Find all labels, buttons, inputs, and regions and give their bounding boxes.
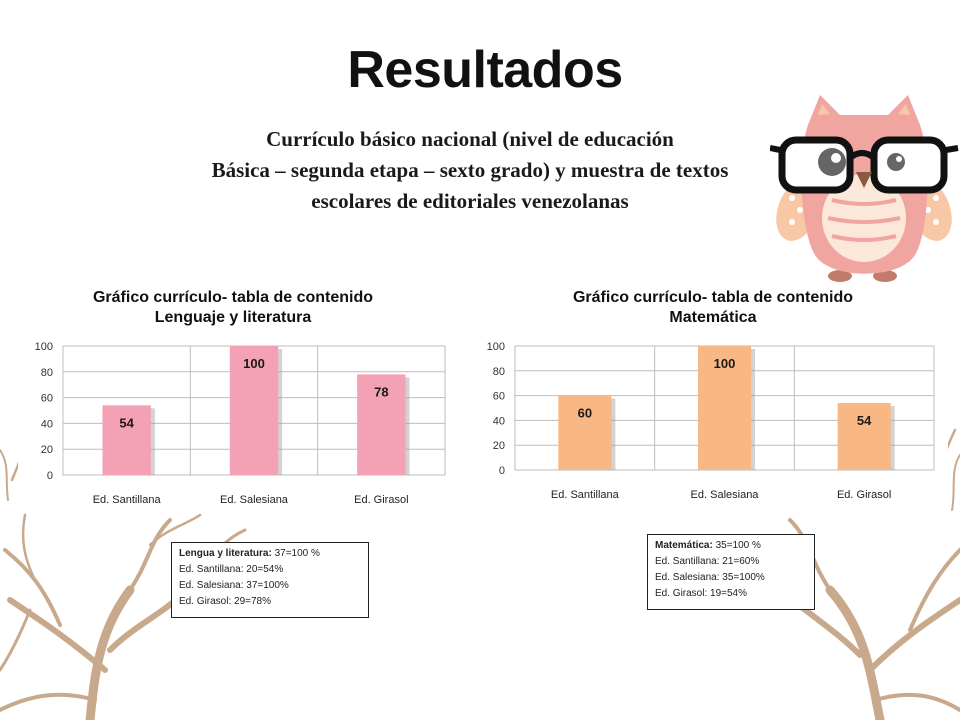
subtitle-line: Currículo básico nacional (nivel de educ…: [266, 127, 674, 151]
owl-with-glasses-icon: [770, 95, 959, 282]
data-label: 54: [119, 415, 134, 430]
slide-title: Resultados: [347, 41, 623, 99]
y-tick-label: 20: [493, 440, 505, 452]
note-heading-value: 35=100 %: [712, 540, 761, 551]
y-tick-label: 60: [493, 391, 505, 403]
chart-title-line: Matemática: [669, 309, 757, 326]
category-label: Ed. Salesiana: [220, 494, 289, 506]
y-tick-label: 40: [493, 415, 505, 427]
chart-title: Gráfico currículo- tabla de contenido Le…: [18, 288, 448, 328]
chart-title-line: Gráfico currículo- tabla de contenido: [92, 289, 374, 306]
note-heading-label: Lengua y literatura:: [179, 548, 272, 559]
bar: [102, 405, 151, 475]
bar: [837, 403, 891, 470]
bar: [558, 395, 612, 470]
chart-lenguaje-plot: 0 20 40 60 80 100 54 Ed. Santillana 100 Ed. Sales…: [35, 341, 446, 506]
chart-title-line: Gráfico currículo- tabla de contenido: [572, 289, 854, 306]
category-label: Ed. Salesiana: [691, 489, 760, 501]
chart-lenguaje: 0 20 40 60 80 100 54 Ed. Santillana 100 Ed. Sales…: [18, 282, 448, 512]
y-tick-label: 80: [41, 367, 53, 379]
note-lenguaje: Lengua y literatura: 37=100 % Ed. Santil…: [171, 542, 369, 618]
note-matematica: Matemática: 35=100 % Ed. Santillana: 21=…: [647, 534, 815, 610]
note-line: Ed. Salesiana: 35=100%: [655, 572, 765, 583]
bar: [229, 346, 279, 475]
y-tick-label: 100: [35, 341, 53, 353]
note-line: Ed. Santillana: 21=60%: [655, 556, 760, 567]
note-heading: Matemática: 35=100 %: [655, 538, 807, 554]
chart-title-line: Lenguaje y literatura: [154, 309, 312, 326]
y-tick-label: 40: [41, 418, 53, 430]
slide-subtitle: Currículo básico nacional (nivel de educ…: [150, 124, 790, 217]
bar: [357, 374, 406, 475]
subtitle-line: Básica – segunda etapa – sexto grado) y …: [211, 158, 729, 182]
category-label: Ed. Santillana: [93, 494, 162, 506]
y-tick-label: 0: [47, 470, 53, 482]
note-heading-value: 37=100 %: [271, 548, 320, 559]
chart-matematica: 0 20 40 60 80 100 60 Ed. Santillana 100 Ed. Sales…: [478, 282, 948, 512]
note-line: Ed. Salesiana: 37=100%: [179, 580, 289, 591]
note-heading: Lengua y literatura: 37=100 %: [179, 546, 361, 562]
chart-title: Gráfico currículo- tabla de contenido Ma…: [478, 288, 948, 328]
note-line: Ed. Girasol: 19=54%: [655, 588, 747, 599]
data-label: 100: [714, 356, 736, 371]
note-heading-label: Matemática:: [655, 540, 713, 551]
y-tick-label: 0: [499, 465, 505, 477]
category-label: Ed. Girasol: [354, 494, 408, 506]
chart-matematica-plot: 0 20 40 60 80 100 60 Ed. Santillana 100 Ed. Sales…: [487, 341, 935, 501]
category-label: Ed. Santillana: [551, 489, 620, 501]
y-tick-label: 20: [41, 444, 53, 456]
data-label: 60: [578, 406, 592, 421]
note-line: Ed. Girasol: 29=78%: [179, 596, 271, 607]
category-label: Ed. Girasol: [837, 489, 891, 501]
y-tick-label: 80: [493, 366, 505, 378]
note-line: Ed. Santillana: 20=54%: [179, 564, 284, 575]
data-label: 78: [374, 384, 388, 399]
y-tick-label: 100: [487, 341, 505, 353]
y-tick-label: 60: [41, 393, 53, 405]
data-label: 100: [243, 356, 265, 371]
data-label: 54: [857, 413, 872, 428]
subtitle-line: escolares de editoriales venezolanas: [311, 189, 629, 213]
bar: [697, 346, 752, 470]
